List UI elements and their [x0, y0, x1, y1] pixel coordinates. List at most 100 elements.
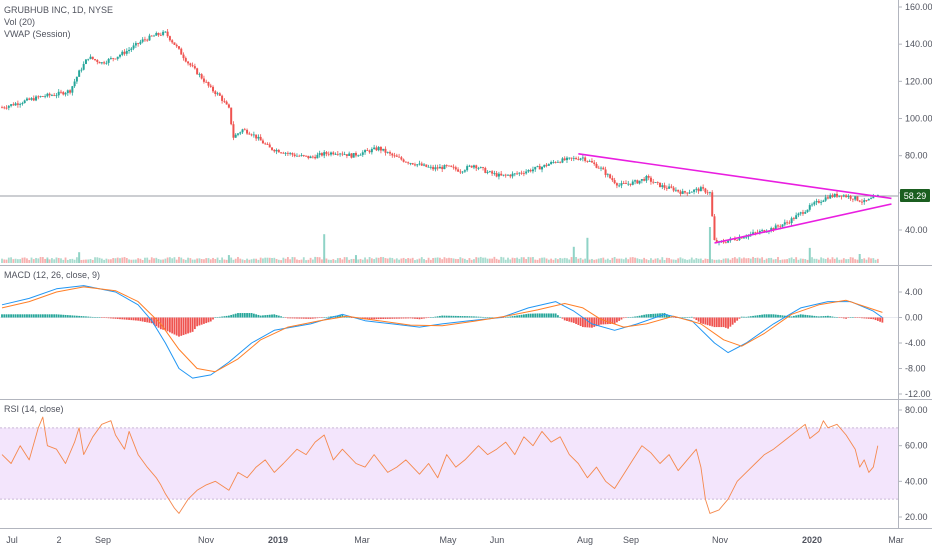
volume-bar: [743, 257, 745, 263]
candle-body: [786, 222, 789, 224]
candle-body: [790, 218, 793, 223]
volume-bar: [822, 258, 825, 263]
macd-histogram-bar: [178, 317, 180, 337]
macd-legend[interactable]: MACD (12, 26, close, 9): [4, 270, 100, 280]
volume-bar: [314, 256, 317, 263]
candle-body: [547, 164, 550, 166]
macd-histogram-bar: [98, 317, 101, 318]
candle-body: [656, 182, 659, 183]
macd-histogram-bar: [804, 314, 807, 318]
volume-bar: [137, 258, 140, 263]
candle-body: [418, 163, 421, 165]
candle-body: [173, 42, 176, 45]
candle-body: [668, 186, 671, 189]
macd-histogram-bar: [273, 314, 276, 318]
macd-histogram-bar: [293, 317, 296, 319]
volume-bar: [125, 257, 128, 263]
macd-histogram-bar: [146, 317, 149, 323]
price-axis-label: 160.00: [905, 2, 932, 12]
macd-histogram-bar: [339, 315, 341, 318]
price-axis-label: 100.00: [905, 114, 932, 124]
macd-histogram-bar: [275, 314, 278, 318]
macd-histogram-bar: [749, 316, 752, 318]
candle-body: [679, 191, 682, 194]
candle-body: [704, 188, 707, 193]
volume-bar: [19, 259, 22, 263]
volume-bar: [720, 259, 723, 263]
volume-bar: [116, 257, 119, 263]
volume-bar: [105, 258, 108, 263]
symbol-legend[interactable]: GRUBHUB INC, 1D, NYSE: [4, 5, 113, 15]
macd-histogram-bar: [3, 314, 6, 318]
macd-histogram-bar: [654, 313, 657, 318]
volume-bar: [577, 258, 580, 263]
volume-bar: [53, 259, 56, 263]
trendlines[interactable]: [578, 153, 892, 244]
volume-bar: [180, 257, 183, 263]
price-axis-label: 80.00: [905, 151, 928, 161]
volume-bar: [613, 256, 616, 263]
candle-body: [436, 167, 439, 169]
macd-histogram-bar: [699, 317, 702, 324]
candle-body: [690, 191, 693, 193]
macd-histogram-bar: [790, 316, 793, 318]
candle-body: [271, 147, 274, 150]
volume-bar: [414, 260, 416, 263]
candle-body: [241, 129, 244, 133]
macd-histogram-bar: [672, 317, 675, 318]
volume-legend[interactable]: Vol (20): [4, 17, 35, 27]
macd-histogram-bar: [162, 317, 165, 330]
candle-body: [450, 165, 453, 167]
candle-body: [522, 173, 525, 175]
macd-histogram-bar: [300, 317, 303, 319]
candle-body: [175, 44, 178, 47]
candle-body: [568, 157, 571, 159]
macd-histogram-bar: [37, 314, 40, 318]
volume-bar: [652, 259, 655, 263]
macd-histogram-bar: [418, 317, 421, 320]
macd-histogram-bar: [704, 317, 707, 325]
volume-bar: [305, 260, 307, 263]
vwap-legend[interactable]: VWAP (Session): [4, 29, 71, 39]
macd-histogram-bar: [436, 316, 439, 318]
candle-body: [622, 183, 625, 184]
macd-histogram-bar: [647, 314, 650, 318]
candle-body: [162, 31, 165, 36]
macd-histogram-bar: [640, 315, 643, 318]
volume-bar: [141, 260, 144, 263]
macd-histogram-bar: [130, 317, 133, 321]
volume-bar: [57, 257, 60, 263]
volume-bar: [477, 257, 480, 263]
macd-histogram-bar: [802, 314, 804, 318]
rsi-legend[interactable]: RSI (14, close): [4, 404, 64, 414]
macd-histogram-bar: [566, 317, 568, 322]
volume-bar: [616, 258, 618, 263]
candle-body: [28, 98, 31, 100]
volume-bar: [761, 257, 764, 263]
candle-body: [84, 59, 87, 64]
volume-bar: [777, 256, 779, 263]
macd-histogram-bar: [51, 314, 53, 318]
macd-histogram-bar: [414, 317, 416, 319]
macd-histogram-bar: [41, 314, 44, 318]
volume-bar: [196, 258, 199, 263]
volume-bar: [511, 257, 514, 263]
candle-body: [854, 196, 857, 200]
volume-bar: [71, 258, 74, 263]
macd-histogram-bar: [221, 316, 223, 318]
volume-bar: [736, 258, 739, 263]
candle-body: [795, 215, 798, 219]
volume-bar: [200, 259, 203, 263]
candle-body: [69, 90, 72, 93]
macd-histogram-bar: [12, 314, 15, 318]
volume-bar: [302, 257, 305, 263]
candle-body: [327, 153, 330, 155]
volume-bar: [241, 259, 244, 263]
macd-histogram-bar: [584, 317, 587, 328]
volume-bar: [552, 259, 555, 263]
candle-body: [434, 167, 437, 170]
candle-body: [252, 134, 255, 136]
candle-body: [48, 93, 51, 96]
candle-body: [509, 174, 512, 177]
candle-body: [198, 74, 201, 76]
